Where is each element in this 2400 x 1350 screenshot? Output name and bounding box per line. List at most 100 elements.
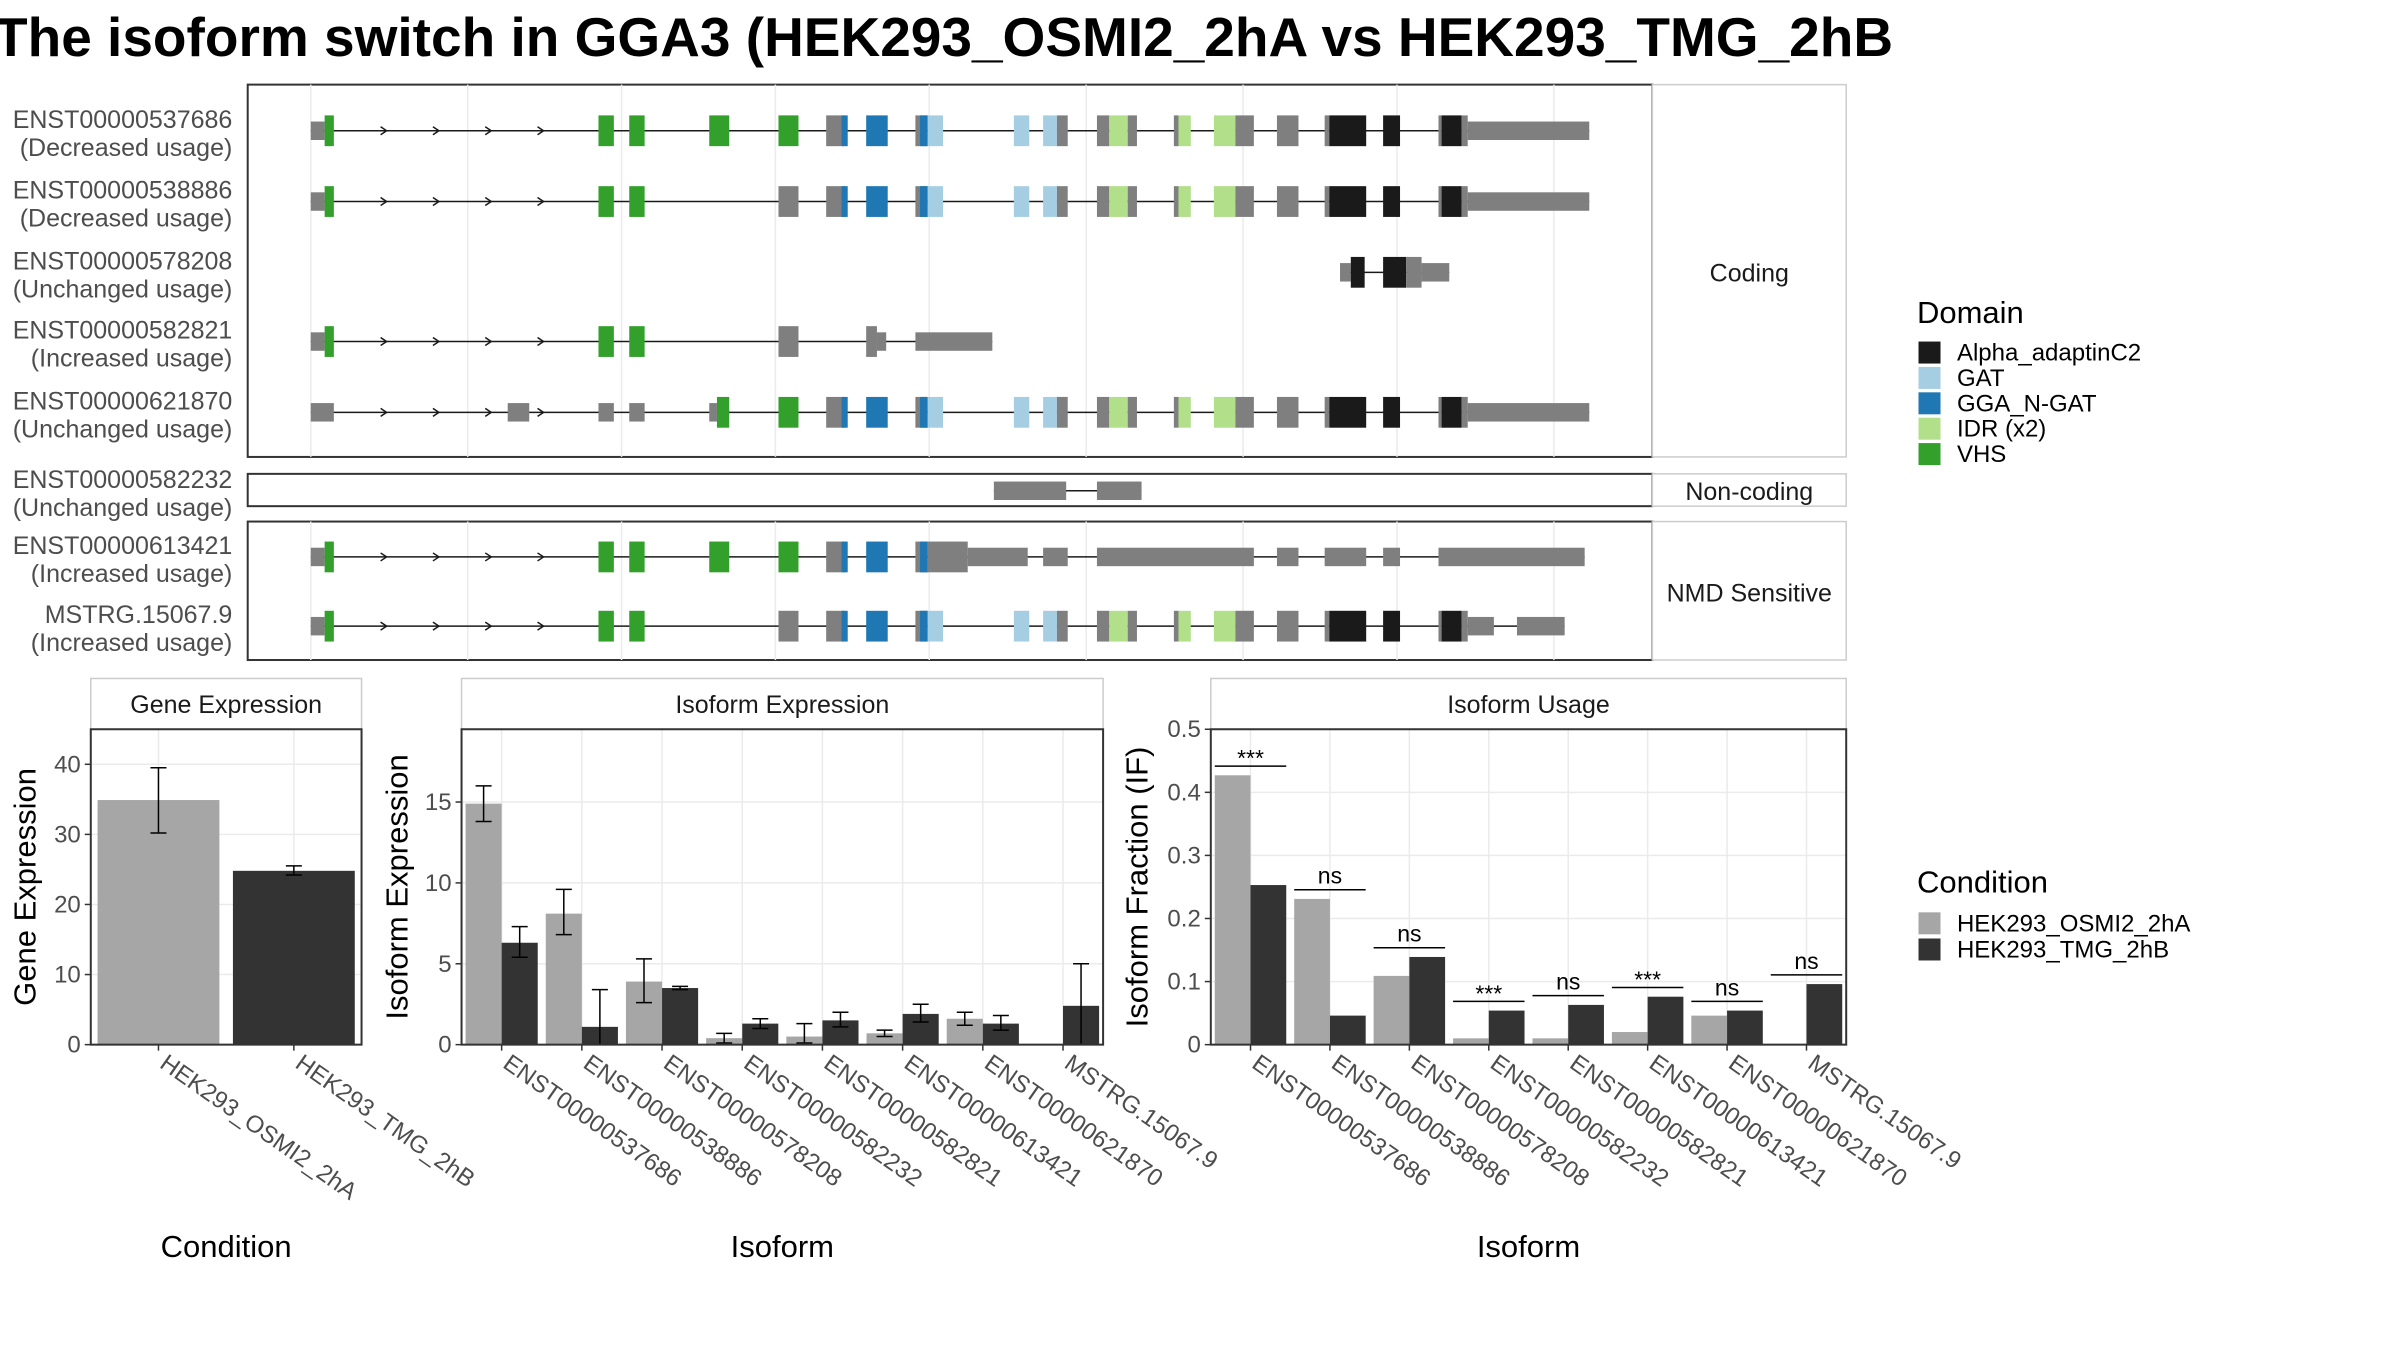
y-tick-label: 0.1 [1167,969,1200,996]
exon [1467,403,1590,422]
transcript-id-label: ENST00000538886 [13,177,233,205]
exon [1056,610,1068,642]
exon [310,192,325,211]
condition-legend-label: HEK293_OSMI2_2hA [1957,910,2190,937]
exon [310,547,325,567]
exon [1213,396,1236,428]
exon [1441,610,1462,642]
y-tick-label: 0.3 [1167,842,1200,869]
direction-arrow [484,621,493,631]
direction-arrow [484,196,493,207]
exon [1441,396,1462,428]
significance-label: ns [1556,969,1580,995]
y-tick-label: 0.4 [1167,779,1200,806]
exon [1096,115,1110,147]
bar [232,870,355,1045]
direction-arrow [537,552,545,562]
exon [310,121,325,141]
exon [1213,610,1236,642]
direction-arrow [537,407,545,417]
bar [1727,1010,1763,1045]
exon [1383,186,1401,217]
exon [1461,186,1468,217]
direction-arrow [537,196,545,207]
significance-label: ns [1794,948,1818,974]
exon [1013,186,1030,217]
bar [1214,775,1251,1045]
exon [967,547,1028,567]
exon [866,541,888,573]
exon [1178,115,1191,147]
bar [1250,885,1287,1045]
exon [1043,610,1057,642]
chart-title-strip [460,677,1104,730]
domain-legend-swatch [1918,341,1941,364]
exon [1127,186,1137,217]
direction-arrow [432,552,441,562]
transcript-row: MSTRG.15067.9(Increased usage) [31,601,1565,657]
direction-arrow [432,196,441,207]
exon [629,115,645,147]
transcript-id-label: ENST00000613421 [13,532,233,560]
exon [716,396,730,428]
exon [778,396,799,428]
exon [709,115,730,147]
domain-legend-title: Domain [1917,295,2024,330]
exon [1178,186,1191,217]
exon [324,115,334,147]
exon [1461,115,1468,147]
facet-panel [246,472,1654,508]
y-tick-label: 20 [54,891,81,918]
y-tick-label: 5 [438,951,451,978]
x-axis-title: Isoform [1477,1229,1580,1264]
exon [1467,192,1590,211]
exon [1441,115,1462,147]
transcript-usage-label: (Increased usage) [31,629,233,657]
exon [1383,547,1401,567]
exon [778,115,799,147]
plot-border [460,728,1105,1046]
exon [1340,263,1351,282]
condition-legend-label: HEK293_TMG_2hB [1957,936,2169,963]
exon [1127,396,1137,428]
exon [1173,186,1179,217]
exon [1324,396,1330,428]
exon [1096,547,1254,567]
bar [662,988,699,1045]
exon [1043,396,1057,428]
exon [866,115,888,147]
bar [545,913,582,1045]
transcript-id-label: ENST00000537686 [13,106,233,134]
exon [1109,186,1128,217]
exon [1056,115,1068,147]
exon [1127,610,1137,642]
direction-arrow [432,407,441,417]
x-axis-title: Isoform [731,1229,834,1264]
exon [920,115,928,147]
exon [1421,263,1450,282]
exon [1178,396,1191,428]
exon [1329,396,1367,428]
exon [1213,115,1236,147]
exon [866,396,888,428]
facet-strip [1651,473,1847,507]
direction-arrow [380,126,388,136]
domain-legend-swatch [1918,443,1941,466]
exon [1213,186,1236,217]
exon [927,610,944,642]
exon [1383,610,1401,642]
exon [1350,256,1365,288]
exon [1096,481,1142,501]
exon [1324,115,1330,147]
figure-title: The isoform switch in GGA3 (HEK293_OSMI2… [0,6,1893,68]
bar [1611,1032,1648,1045]
direction-arrow [380,407,388,417]
exon [1383,115,1401,147]
exon [1441,186,1462,217]
isoform-usage-chart: Isoform Usage *** ns ns *** ns *** ns ns 0 0.1 0.2 0… [1120,677,1966,1264]
transcript-usage-label: (Increased usage) [31,345,233,373]
direction-arrow [537,336,545,347]
isoform-expression-chart: Isoform Expression051015ENST00000537686E… [380,677,1223,1264]
chart-title-strip [1210,677,1847,730]
exon [1276,115,1299,147]
